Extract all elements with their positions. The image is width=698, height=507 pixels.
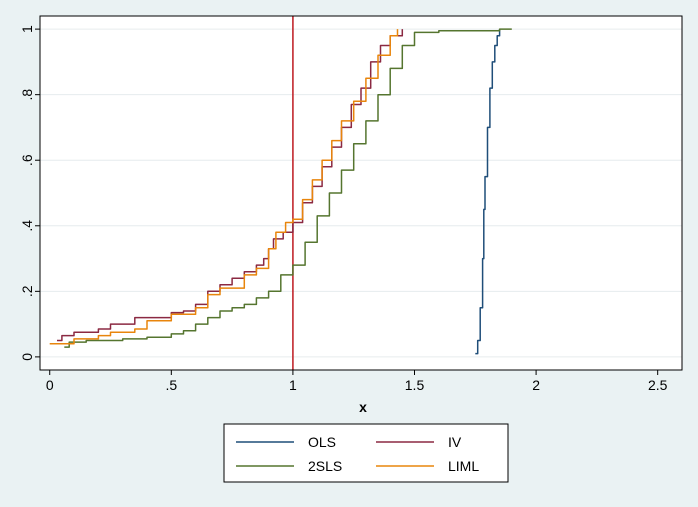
plot-background <box>40 16 682 370</box>
x-tick-label: .5 <box>165 377 177 393</box>
x-tick-label: 2.5 <box>648 377 668 393</box>
y-tick-label: .4 <box>19 220 35 232</box>
grid-layer <box>40 28 682 358</box>
legend-label-ols: OLS <box>308 434 336 450</box>
legend-label-2sls: 2SLS <box>308 458 342 474</box>
y-tick-label: .2 <box>19 285 35 297</box>
y-tick-label: 1 <box>19 25 35 33</box>
x-tick-label: 1.5 <box>405 377 425 393</box>
plot-frame <box>39 15 683 371</box>
x-tick-label: 2 <box>532 377 540 393</box>
x-axis-title: x <box>359 399 367 415</box>
series-layer <box>49 28 512 355</box>
legend: OLS IV 2SLS LIML <box>223 423 509 483</box>
y-tick-label: .6 <box>19 154 35 166</box>
legend-label-liml: LIML <box>448 458 479 474</box>
legend-label-iv: IV <box>448 434 462 450</box>
series-line-ols <box>475 29 501 355</box>
axis-layer: 0 .2 .4 .6 .8 1 0 .5 1 1.5 2 2.5 <box>19 25 668 393</box>
y-tick-label: 0 <box>19 353 35 361</box>
y-tick-label: .8 <box>19 89 35 101</box>
series-line-liml <box>49 29 399 345</box>
series-line-2sls <box>64 28 512 348</box>
x-tick-label: 0 <box>46 377 54 393</box>
x-tick-label: 1 <box>289 377 297 393</box>
legend-box <box>223 423 509 483</box>
